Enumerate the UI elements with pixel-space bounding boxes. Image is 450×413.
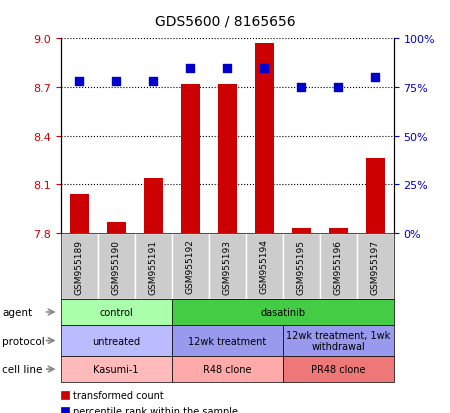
Bar <box>144 178 162 233</box>
Bar <box>255 44 274 233</box>
Text: percentile rank within the sample: percentile rank within the sample <box>73 406 238 413</box>
Bar <box>283 233 320 299</box>
Bar <box>61 233 98 299</box>
Text: GDS5600 / 8165656: GDS5600 / 8165656 <box>155 14 295 28</box>
Bar <box>172 299 394 325</box>
Text: protocol: protocol <box>2 336 45 346</box>
Text: GSM955194: GSM955194 <box>260 239 269 294</box>
Bar <box>107 222 126 233</box>
Point <box>187 65 194 72</box>
Point <box>150 78 157 85</box>
Text: GSM955189: GSM955189 <box>75 239 84 294</box>
Text: transformed count: transformed count <box>73 390 164 400</box>
Bar <box>172 356 283 382</box>
Point <box>224 65 231 72</box>
Text: R48 clone: R48 clone <box>203 364 252 374</box>
Text: dasatinib: dasatinib <box>260 307 305 317</box>
Text: GSM955190: GSM955190 <box>112 239 121 294</box>
Text: 12wk treatment, 1wk
withdrawal: 12wk treatment, 1wk withdrawal <box>286 330 390 351</box>
Text: 12wk treatment: 12wk treatment <box>188 336 266 346</box>
Bar <box>61 392 69 399</box>
Bar <box>61 356 172 382</box>
Bar <box>283 325 394 356</box>
Point <box>261 65 268 72</box>
Bar <box>292 228 310 233</box>
Text: GSM955192: GSM955192 <box>186 239 195 294</box>
Bar <box>320 233 357 299</box>
Text: GSM955196: GSM955196 <box>334 239 343 294</box>
Bar <box>357 233 394 299</box>
Bar <box>172 325 283 356</box>
Point <box>297 85 305 91</box>
Text: PR48 clone: PR48 clone <box>311 364 365 374</box>
Text: Kasumi-1: Kasumi-1 <box>94 364 139 374</box>
Bar <box>366 159 384 233</box>
Text: GSM955193: GSM955193 <box>223 239 232 294</box>
Text: cell line: cell line <box>2 364 43 374</box>
Point <box>76 78 83 85</box>
Bar <box>283 356 394 382</box>
Bar <box>218 85 237 233</box>
Bar <box>61 233 394 299</box>
Text: GSM955191: GSM955191 <box>149 239 158 294</box>
Bar <box>135 233 172 299</box>
Point <box>112 78 120 85</box>
Text: agent: agent <box>2 307 32 317</box>
Bar <box>172 233 209 299</box>
Text: GSM955195: GSM955195 <box>297 239 306 294</box>
Point <box>372 75 379 81</box>
Bar <box>181 85 199 233</box>
Bar <box>98 233 135 299</box>
Text: GSM955197: GSM955197 <box>371 239 380 294</box>
Bar <box>61 325 172 356</box>
Bar <box>70 195 89 233</box>
Bar <box>61 407 69 413</box>
Text: control: control <box>99 307 133 317</box>
Text: untreated: untreated <box>92 336 140 346</box>
Bar <box>246 233 283 299</box>
Point <box>335 85 342 91</box>
Bar <box>329 228 347 233</box>
Bar <box>61 299 172 325</box>
Bar <box>209 233 246 299</box>
